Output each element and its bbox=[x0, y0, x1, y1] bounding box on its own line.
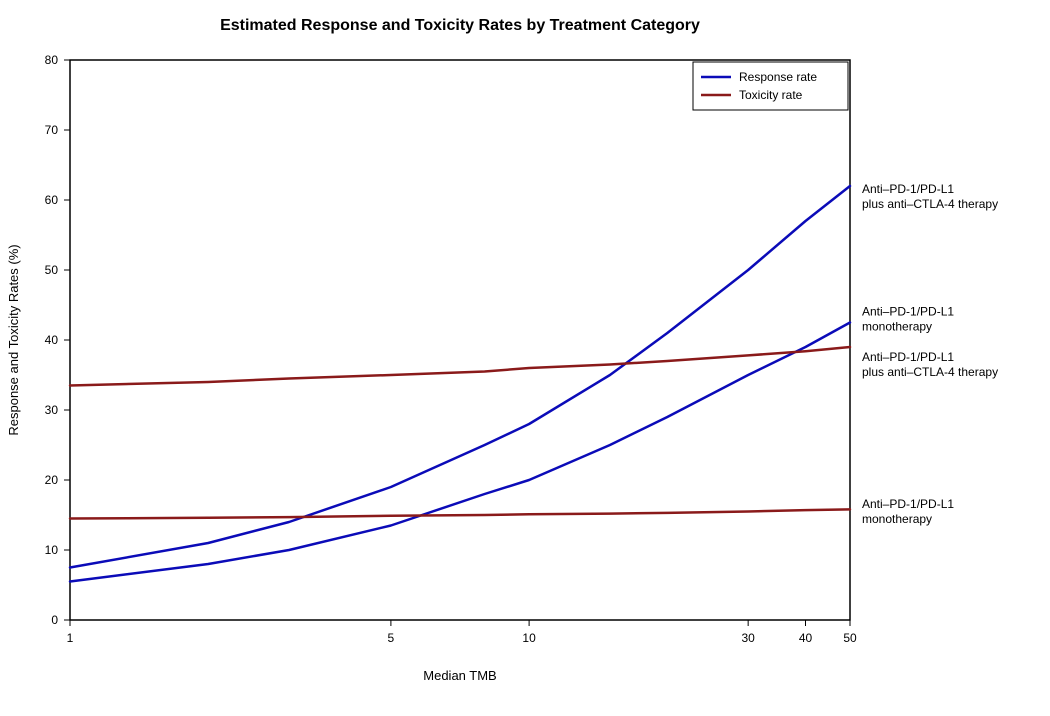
y-tick-label: 80 bbox=[45, 53, 59, 67]
chart-title: Estimated Response and Toxicity Rates by… bbox=[220, 17, 700, 34]
chart-svg: Estimated Response and Toxicity Rates by… bbox=[0, 0, 1050, 716]
y-tick-label: 40 bbox=[45, 333, 59, 347]
x-axis-label: Median TMB bbox=[423, 668, 496, 683]
y-tick-label: 60 bbox=[45, 193, 59, 207]
y-tick-label: 10 bbox=[45, 543, 59, 557]
legend-label: Response rate bbox=[739, 70, 817, 84]
x-tick-label: 40 bbox=[799, 631, 813, 645]
x-tick-label: 1 bbox=[67, 631, 74, 645]
legend-label: Toxicity rate bbox=[739, 88, 803, 102]
x-tick-label: 10 bbox=[522, 631, 536, 645]
y-axis-label: Response and Toxicity Rates (%) bbox=[6, 244, 21, 435]
y-tick-label: 0 bbox=[51, 613, 58, 627]
y-tick-label: 20 bbox=[45, 473, 59, 487]
chart-wrapper: Estimated Response and Toxicity Rates by… bbox=[0, 0, 1050, 716]
x-tick-label: 30 bbox=[741, 631, 755, 645]
y-tick-label: 30 bbox=[45, 403, 59, 417]
y-tick-label: 70 bbox=[45, 123, 59, 137]
x-tick-label: 5 bbox=[388, 631, 395, 645]
x-tick-label: 50 bbox=[843, 631, 857, 645]
y-tick-label: 50 bbox=[45, 263, 59, 277]
